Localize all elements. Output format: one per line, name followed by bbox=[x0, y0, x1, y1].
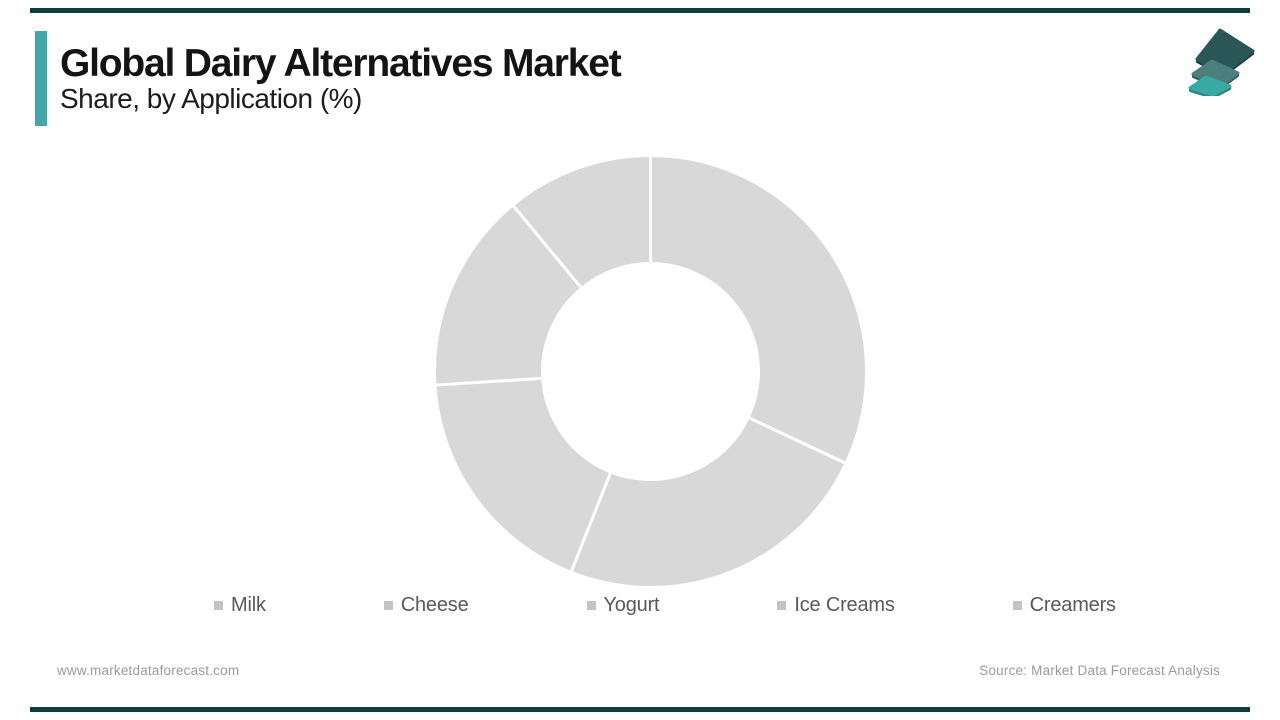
legend-item-ice-creams[interactable]: Ice Creams bbox=[777, 594, 895, 617]
title-accent-bar bbox=[35, 31, 47, 126]
legend-marker-icon bbox=[383, 601, 393, 610]
legend-marker-icon bbox=[1012, 601, 1022, 610]
logo-layer-bottom bbox=[1188, 75, 1232, 96]
donut-chart bbox=[432, 153, 869, 590]
legend-marker-icon bbox=[777, 601, 787, 610]
legend-item-yogurt[interactable]: Yogurt bbox=[586, 594, 660, 617]
footer-website: www.marketdataforecast.com bbox=[57, 663, 240, 678]
legend-label: Creamers bbox=[1029, 594, 1116, 616]
legend-marker-icon bbox=[586, 601, 596, 610]
legend-item-cheese[interactable]: Cheese bbox=[383, 594, 469, 617]
page-subtitle: Share, by Application (%) bbox=[60, 83, 362, 114]
legend-item-creamers[interactable]: Creamers bbox=[1012, 594, 1116, 617]
footer-source: Source: Market Data Forecast Analysis bbox=[979, 663, 1220, 678]
legend-label: Milk bbox=[231, 594, 266, 616]
legend-item-milk[interactable]: Milk bbox=[214, 594, 266, 617]
legend-marker-icon bbox=[214, 601, 223, 610]
donut-slice-milk[interactable] bbox=[649, 154, 868, 465]
donut-slice-yogurt[interactable] bbox=[433, 376, 613, 574]
bottom-frame-bar bbox=[30, 707, 1250, 712]
chart-header: Global Dairy Alternatives Market Share, … bbox=[60, 42, 622, 114]
donut-chart-svg bbox=[433, 154, 868, 589]
legend-label: Ice Creams bbox=[794, 594, 895, 616]
legend-label: Cheese bbox=[400, 594, 469, 616]
market-data-forecast-logo-icon bbox=[1188, 28, 1255, 96]
legend-label: Yogurt bbox=[603, 594, 660, 616]
page-title: Global Dairy Alternatives Market bbox=[60, 42, 622, 85]
chart-legend: Milk Cheese Yogurt Ice Creams Creamers bbox=[214, 594, 1116, 617]
donut-slice-ice-creams[interactable] bbox=[433, 203, 584, 387]
donut-slice-creamers[interactable] bbox=[511, 154, 652, 290]
donut-slice-cheese[interactable] bbox=[569, 415, 848, 589]
top-frame-bar bbox=[30, 8, 1250, 13]
